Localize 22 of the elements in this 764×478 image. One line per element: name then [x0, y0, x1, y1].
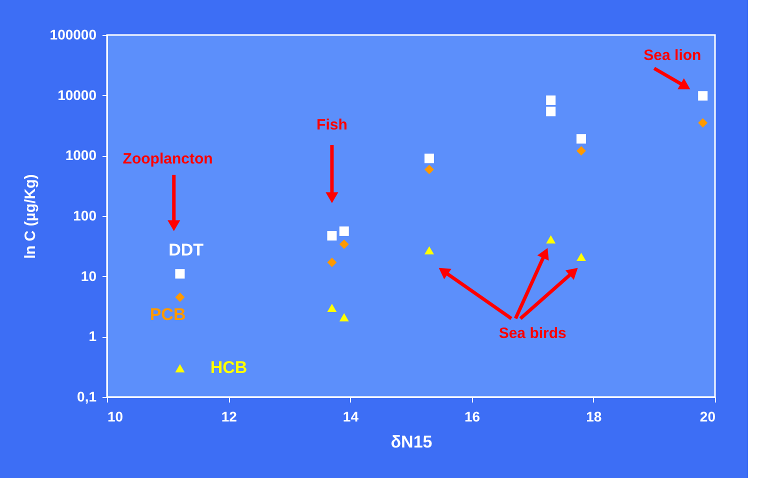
y-tick-label: 1: [88, 328, 97, 344]
x-tick-label: 10: [108, 408, 124, 424]
x-tick-label: 12: [221, 408, 238, 424]
series-label: DDT: [168, 240, 204, 260]
y-tick-label: 1000: [65, 147, 97, 164]
annotation: Sea lion: [644, 46, 702, 64]
annotation: Sea birds: [498, 325, 566, 342]
annotation: Zooplancton: [122, 150, 213, 168]
y-tick-label: 100000: [50, 26, 97, 42]
y-tick-label: 10: [80, 268, 97, 284]
y-tick-label: 0,1: [77, 388, 97, 404]
x-tick-label: 18: [586, 408, 602, 424]
y-tick-label: 100: [73, 208, 97, 224]
annotation: Fish: [316, 116, 348, 134]
x-tick-label: 16: [464, 408, 480, 424]
series-label: PCB: [150, 304, 186, 324]
x-axis-title: δN15: [390, 432, 432, 452]
y-tick-label: 10000: [58, 86, 97, 103]
series-label: HCB: [210, 358, 248, 378]
x-tick-label: 14: [342, 408, 359, 424]
y-axis-title: ln C (µg/Kg): [22, 174, 39, 259]
x-tick-label: 20: [700, 408, 716, 424]
